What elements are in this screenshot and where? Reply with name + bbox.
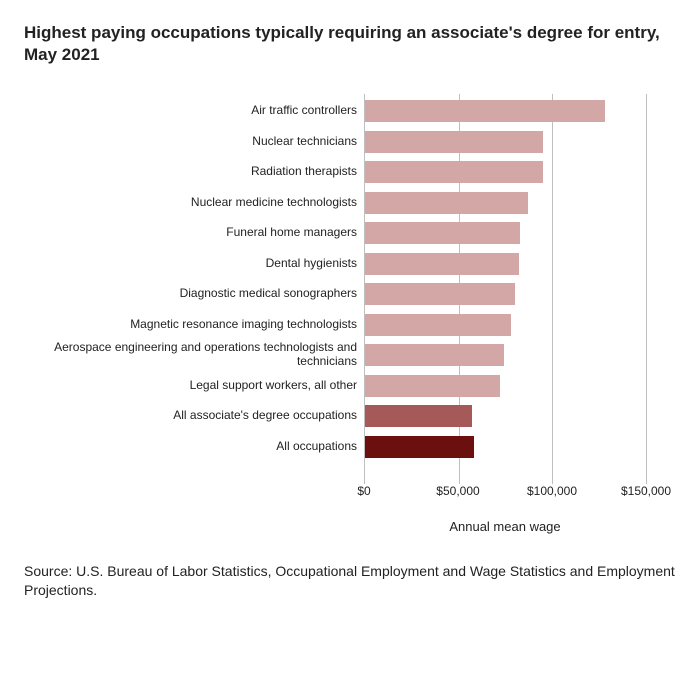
bar <box>365 344 504 366</box>
bar-label: Funeral home managers <box>35 226 365 240</box>
bar-label: Dental hygienists <box>35 257 365 271</box>
bar-label: Radiation therapists <box>35 165 365 179</box>
bar <box>365 436 474 458</box>
bar <box>365 131 543 153</box>
bar-row: Magnetic resonance imaging technologists <box>365 314 646 336</box>
bar-row: Nuclear medicine technologists <box>365 192 646 214</box>
bar-label: Nuclear medicine technologists <box>35 196 365 210</box>
x-axis-label: Annual mean wage <box>364 519 646 534</box>
gridline <box>646 94 647 484</box>
bar-label: All occupations <box>35 440 365 454</box>
bar <box>365 405 472 427</box>
bar <box>365 161 543 183</box>
bar-row: Air traffic controllers <box>365 100 646 122</box>
bar-row: Nuclear technicians <box>365 131 646 153</box>
bar <box>365 283 515 305</box>
bar-row: Diagnostic medical sonographers <box>365 283 646 305</box>
bar-label: All associate's degree occupations <box>35 409 365 423</box>
x-tick-label: $150,000 <box>621 484 671 498</box>
bar <box>365 314 511 336</box>
bar-row: Legal support workers, all other <box>365 375 646 397</box>
bar-label: Aerospace engineering and operations tec… <box>35 341 365 369</box>
bar <box>365 222 520 244</box>
bar-row: Aerospace engineering and operations tec… <box>365 344 646 366</box>
bar-label: Legal support workers, all other <box>35 379 365 393</box>
x-tick-label: $100,000 <box>527 484 577 498</box>
bar-label: Diagnostic medical sonographers <box>35 287 365 301</box>
bar-label: Air traffic controllers <box>35 104 365 118</box>
x-tick-label: $0 <box>357 484 370 498</box>
bar <box>365 100 605 122</box>
chart-container: Highest paying occupations typically req… <box>0 0 700 685</box>
x-axis-ticks: $0$50,000$100,000$150,000 <box>364 484 646 504</box>
bar-row: Dental hygienists <box>365 253 646 275</box>
bar-row: Radiation therapists <box>365 161 646 183</box>
bar-row: All occupations <box>365 436 646 458</box>
bar-label: Magnetic resonance imaging technologists <box>35 318 365 332</box>
bar-row: Funeral home managers <box>365 222 646 244</box>
bar <box>365 375 500 397</box>
chart-area: Air traffic controllersNuclear technicia… <box>24 94 676 534</box>
x-tick-label: $50,000 <box>436 484 479 498</box>
bar <box>365 192 528 214</box>
source-text: Source: U.S. Bureau of Labor Statistics,… <box>24 562 676 600</box>
chart-title: Highest paying occupations typically req… <box>24 22 676 66</box>
plot-region: Air traffic controllers Nuclear technicia… <box>364 94 646 484</box>
bar-row: All associate's degree occupations <box>365 405 646 427</box>
bar <box>365 253 519 275</box>
bar-label: Nuclear technicians <box>35 135 365 149</box>
